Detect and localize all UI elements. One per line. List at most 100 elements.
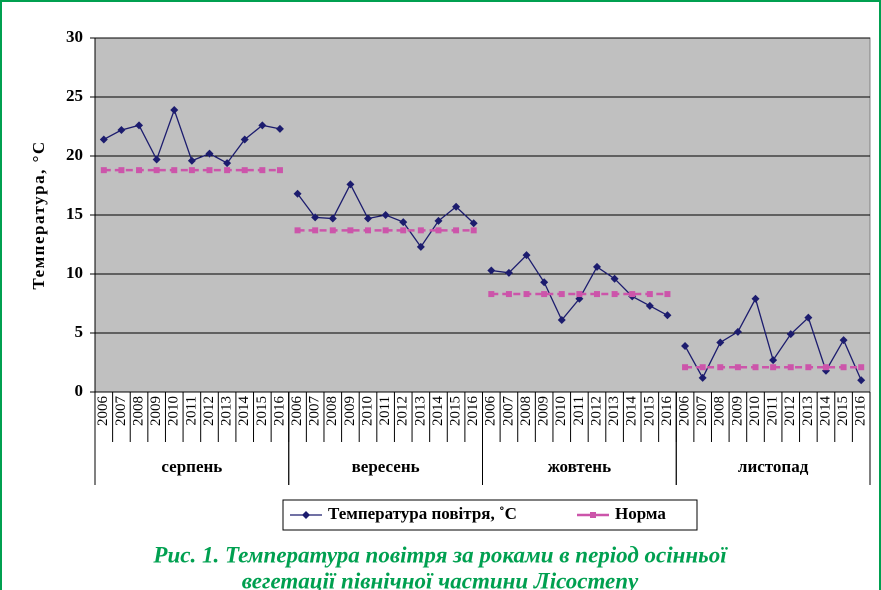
marker — [698, 373, 707, 382]
x-tick-label: 2010 — [553, 396, 569, 426]
x-tick-label: 2013 — [606, 396, 622, 426]
marker — [276, 167, 283, 174]
marker — [540, 278, 549, 287]
x-tick-label: 2009 — [729, 396, 745, 426]
y-axis-label: Температура, °C — [29, 140, 48, 289]
marker — [275, 124, 284, 133]
marker — [135, 121, 144, 130]
marker — [187, 156, 196, 165]
marker — [839, 336, 848, 345]
marker — [505, 291, 512, 298]
x-tick-label: 2011 — [765, 396, 781, 425]
x-tick-label: 2007 — [113, 396, 129, 427]
marker — [152, 155, 161, 164]
x-tick-label: 2011 — [183, 396, 199, 425]
x-tick-label: 2008 — [130, 396, 146, 426]
marker — [99, 135, 108, 144]
marker — [312, 227, 319, 234]
x-tick-label: 2007 — [500, 396, 516, 427]
group-label: жовтень — [548, 457, 611, 476]
marker — [302, 511, 310, 519]
marker — [329, 227, 336, 234]
marker — [488, 291, 495, 298]
marker — [751, 294, 760, 303]
x-tick-label: 2016 — [271, 396, 287, 427]
marker — [610, 274, 619, 283]
marker — [664, 291, 671, 298]
marker — [523, 291, 530, 298]
x-tick-label: 2016 — [465, 396, 481, 427]
y-tick-label: 5 — [75, 322, 84, 341]
y-tick-label: 30 — [66, 27, 83, 46]
marker — [117, 126, 126, 135]
x-tick-label: 2016 — [659, 396, 675, 427]
marker — [629, 291, 636, 298]
x-tick-label: 2009 — [536, 396, 552, 426]
marker — [805, 364, 812, 371]
marker — [100, 167, 107, 174]
marker — [293, 189, 302, 198]
x-tick-label: 2015 — [641, 396, 657, 426]
legend-box — [282, 499, 698, 531]
marker — [417, 227, 424, 234]
marker — [717, 364, 724, 371]
marker — [259, 167, 266, 174]
marker — [206, 167, 213, 174]
marker — [434, 216, 443, 225]
x-tick-label: 2012 — [588, 396, 604, 426]
x-tick-label: 2010 — [359, 396, 375, 426]
marker — [399, 218, 408, 227]
legend-label: Норма — [615, 504, 666, 523]
marker — [170, 105, 179, 114]
x-tick-label: 2010 — [747, 396, 763, 426]
marker — [590, 512, 596, 518]
marker — [681, 341, 690, 350]
marker — [504, 268, 513, 277]
marker — [663, 311, 672, 320]
x-tick-label: 2008 — [518, 396, 534, 426]
y-tick-label: 25 — [66, 86, 83, 105]
marker — [611, 291, 618, 298]
marker — [770, 364, 777, 371]
marker — [294, 227, 301, 234]
marker — [858, 364, 865, 371]
y-tick-label: 15 — [66, 204, 83, 223]
group-label: серпень — [161, 457, 222, 476]
caption: вегетації північної частини Лісостепу — [242, 568, 639, 590]
marker — [118, 167, 125, 174]
marker — [558, 291, 565, 298]
y-tick-label: 0 — [75, 381, 84, 400]
marker — [153, 167, 160, 174]
marker — [364, 214, 373, 223]
x-tick-label: 2006 — [676, 396, 692, 427]
marker — [541, 291, 548, 298]
marker — [365, 227, 372, 234]
marker — [240, 135, 249, 144]
marker — [416, 242, 425, 251]
x-tick-label: 2015 — [835, 396, 851, 426]
marker — [646, 291, 653, 298]
marker — [400, 227, 407, 234]
marker — [224, 167, 231, 174]
x-tick-label: 2006 — [483, 396, 499, 427]
marker — [381, 211, 390, 219]
x-tick-label: 2014 — [236, 396, 252, 427]
x-tick-label: 2009 — [148, 396, 164, 426]
y-tick-label: 10 — [66, 263, 83, 282]
marker — [752, 364, 759, 371]
x-tick-label: 2008 — [712, 396, 728, 426]
marker — [346, 180, 355, 189]
x-tick-label: 2006 — [95, 396, 111, 427]
marker — [452, 202, 461, 211]
x-tick-label: 2014 — [817, 396, 833, 427]
marker — [804, 313, 813, 322]
x-tick-label: 2013 — [219, 396, 235, 426]
x-tick-label: 2007 — [694, 396, 710, 427]
marker — [522, 251, 531, 260]
x-tick-label: 2010 — [166, 396, 182, 426]
x-tick-label: 2012 — [201, 396, 217, 426]
marker — [822, 364, 829, 371]
marker — [557, 316, 566, 325]
